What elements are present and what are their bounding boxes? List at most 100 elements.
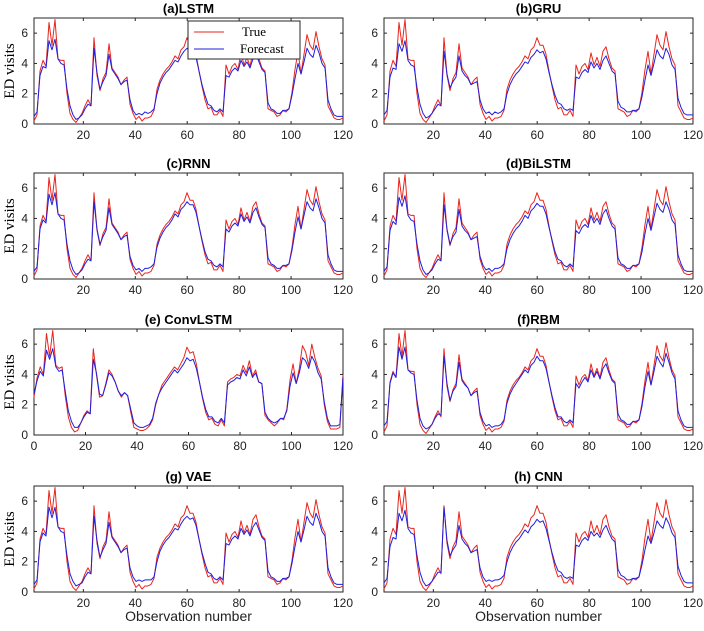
x-tick-label: 120 [683,439,703,453]
y-tick-label: 2 [21,555,28,569]
panel-g: 20 40 60 80 100 120 0 2 4 6 (g) VAE ED visits Observ… [2,469,353,624]
series-line-forecast [33,506,343,587]
panel-title: (b)GRU [516,1,562,16]
x-tick-label: 80 [582,283,596,297]
y-tick-label: 2 [371,87,378,101]
x-tick-label: 60 [181,283,195,297]
x-tick-label: 120 [333,128,353,142]
y-axis-label: ED visits [2,198,18,254]
y-axis-label: ED visits [2,354,18,410]
legend-forecast-label: Forecast [240,41,284,56]
x-tick-label: 20 [427,439,441,453]
x-tick-label: 60 [181,596,195,610]
x-axis-label: Observation number [475,608,602,624]
x-tick-label: 80 [233,439,247,453]
x-tick-label: 120 [333,596,353,610]
y-tick-label: 0 [371,272,378,286]
panel-title: (h) CNN [514,469,562,484]
x-tick-label: 100 [631,439,651,453]
x-tick-label: 80 [582,128,596,142]
x-tick-label: 40 [129,596,143,610]
y-tick-label: 2 [21,242,28,256]
x-tick-label: 20 [427,283,441,297]
y-tick-label: 0 [21,585,28,599]
panel-title: (g) VAE [166,469,212,484]
x-tick-label: 100 [281,128,301,142]
plot-area [383,172,694,280]
panel-title: (f)RBM [517,312,560,327]
panel-d: 20 40 60 80 100 120 0 2 4 6 (d)BiLSTM [371,156,703,297]
legend-box [187,20,301,60]
x-tick-label: 100 [631,128,651,142]
y-tick-label: 4 [21,367,28,381]
x-tick-label: 100 [281,283,301,297]
y-tick-label: 2 [371,555,378,569]
panel-a: 20 40 60 80 100 120 0 2 4 6 (a)LSTM ED visits True Fo… [2,1,353,142]
series-line-true [383,174,694,278]
panel-title: (e) ConvLSTM [145,312,232,327]
y-tick-label: 4 [21,211,28,225]
x-tick-label: 80 [582,439,596,453]
x-tick-label: 40 [479,283,493,297]
panel-title: (c)RNN [166,156,210,171]
y-tick-label: 2 [371,242,378,256]
plot-area [383,17,694,125]
x-tick-label: 40 [479,596,493,610]
y-tick-label: 0 [371,428,378,442]
y-tick-label: 4 [21,524,28,538]
x-tick-label: 120 [683,283,703,297]
y-tick-label: 2 [371,398,378,412]
y-tick-label: 0 [21,272,28,286]
x-tick-label: 20 [427,596,441,610]
x-tick-label: 20 [77,596,91,610]
legend: True Forecast [187,20,301,60]
plot-area [33,485,344,593]
x-tick-label: 120 [683,596,703,610]
y-tick-label: 6 [371,181,378,195]
y-tick-label: 4 [371,367,378,381]
x-tick-label: 120 [333,439,353,453]
legend-true-label: True [242,24,266,39]
x-tick-label: 20 [77,283,91,297]
plot-area [33,172,344,280]
panel-e: 0 20 40 60 80 100 120 0 2 4 6 (e) ConvLSTM ED visits [2,312,353,453]
x-tick-label: 20 [79,439,93,453]
y-axis-label: ED visits [2,43,18,99]
y-tick-label: 6 [21,494,28,508]
x-tick-label: 60 [531,439,545,453]
series-line-forecast [33,348,344,428]
y-tick-label: 6 [21,26,28,40]
y-tick-label: 0 [371,117,378,131]
y-tick-label: 2 [21,87,28,101]
x-tick-label: 0 [31,439,38,453]
panel-title: (d)BiLSTM [506,156,571,171]
series-line-true [33,174,344,278]
plot-area [383,485,694,593]
y-tick-label: 4 [371,56,378,70]
y-tick-label: 2 [21,398,28,412]
x-tick-label: 120 [683,128,703,142]
x-axis-label: Observation number [125,608,252,624]
x-tick-label: 20 [77,128,91,142]
series-line-true [33,330,344,433]
y-tick-label: 4 [371,524,378,538]
y-tick-label: 6 [21,181,28,195]
x-tick-label: 40 [479,128,493,142]
y-tick-label: 0 [21,117,28,131]
x-tick-label: 80 [582,596,596,610]
series-line-true [383,487,694,591]
series-line-forecast [383,40,693,119]
series-line-forecast [383,195,693,275]
x-tick-label: 60 [531,283,545,297]
y-tick-label: 0 [21,428,28,442]
panel-title: (a)LSTM [163,1,214,16]
series-line-forecast [383,506,693,587]
series-line-forecast [33,192,343,275]
x-tick-label: 60 [182,439,196,453]
x-tick-label: 120 [333,283,353,297]
y-tick-label: 0 [371,585,378,599]
x-tick-label: 80 [232,283,246,297]
x-tick-label: 100 [281,439,301,453]
y-tick-label: 4 [371,211,378,225]
y-tick-label: 4 [21,56,28,70]
